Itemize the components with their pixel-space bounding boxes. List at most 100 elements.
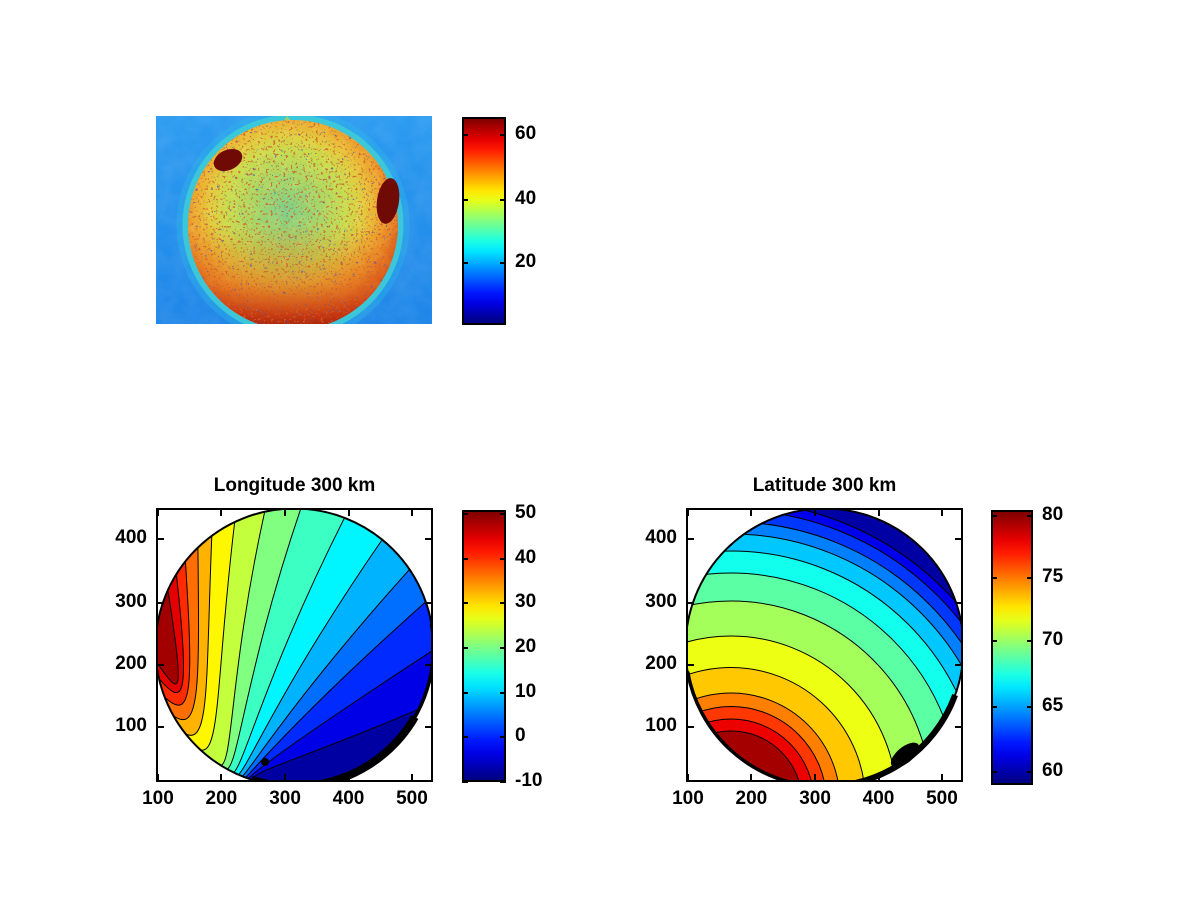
y-tick xyxy=(156,664,164,667)
longitude-colorbar-tick-label: 10 xyxy=(515,680,537,702)
colorbar-tick xyxy=(1027,576,1033,579)
y-tick-label: 300 xyxy=(115,591,147,613)
colorbar-tick xyxy=(500,262,506,265)
x-tick-label: 400 xyxy=(332,788,365,809)
image-colorbar: 60 40 20 xyxy=(462,117,536,325)
y-tick xyxy=(425,664,433,667)
longitude-colorbar-gradient xyxy=(462,510,506,782)
image-colorbar-gradient xyxy=(462,117,506,325)
colorbar-tick xyxy=(462,133,468,136)
x-tick-label: 100 xyxy=(142,788,174,809)
x-tick-label: 400 xyxy=(862,788,895,809)
y-tick xyxy=(425,537,433,540)
x-tick xyxy=(156,508,159,516)
latitude-colorbar-tick-label: 60 xyxy=(1042,759,1064,781)
colorbar-tick xyxy=(462,691,468,694)
x-tick xyxy=(750,508,753,516)
latitude-colorbar-tick-label: 75 xyxy=(1042,565,1064,587)
y-tick-label: 200 xyxy=(645,653,677,675)
y-tick-label: 400 xyxy=(115,526,147,548)
x-tick xyxy=(347,774,350,782)
colorbar-tick xyxy=(1027,770,1033,773)
x-tick xyxy=(814,508,817,516)
colorbar-tick xyxy=(462,557,468,560)
latitude-colorbar: 80 75 70 65 60 xyxy=(991,504,1063,785)
y-tick xyxy=(156,602,164,605)
y-tick xyxy=(955,726,963,729)
x-tick xyxy=(284,774,287,782)
latitude-colorbar-gradient xyxy=(991,510,1033,785)
colorbar-tick xyxy=(462,781,468,783)
x-tick xyxy=(347,508,350,516)
latitude-axes xyxy=(686,508,963,782)
longitude-colorbar-tick-label: -10 xyxy=(515,770,543,791)
y-tick-label: 200 xyxy=(115,653,147,675)
y-tick xyxy=(425,726,433,729)
colorbar-tick xyxy=(991,514,997,517)
x-tick-label: 500 xyxy=(396,788,428,809)
colorbar-tick xyxy=(991,639,997,642)
colorbar-tick xyxy=(500,513,506,516)
latitude-colorbar-tick-label: 70 xyxy=(1042,628,1064,650)
y-tick-label: 100 xyxy=(115,715,147,737)
x-tick-label: 200 xyxy=(205,788,238,809)
longitude-colorbar: 50 40 30 20 10 0 -10 xyxy=(462,502,542,791)
y-tick xyxy=(955,664,963,667)
colorbar-tick xyxy=(500,133,506,136)
x-tick xyxy=(686,508,689,516)
y-tick-label: 400 xyxy=(645,526,677,548)
y-tick xyxy=(425,602,433,605)
x-tick xyxy=(877,508,880,516)
longitude-plot-title: Longitude 300 km xyxy=(213,475,376,496)
x-tick-label: 500 xyxy=(926,788,958,809)
colorbar-tick xyxy=(991,770,997,773)
x-tick xyxy=(877,774,880,782)
colorbar-tick xyxy=(500,646,506,649)
colorbar-tick xyxy=(500,781,506,783)
x-tick xyxy=(686,774,689,782)
colorbar-tick xyxy=(1027,514,1033,517)
disk-texture xyxy=(188,120,398,330)
x-tick xyxy=(284,508,287,516)
x-tick-label: 300 xyxy=(799,788,831,809)
colorbar-tick xyxy=(500,602,506,605)
y-tick xyxy=(686,602,694,605)
latitude-colorbar-tick-label: 65 xyxy=(1042,695,1064,717)
y-tick xyxy=(955,602,963,605)
colorbar-tick xyxy=(462,646,468,649)
longitude-colorbar-tick-label: 30 xyxy=(515,591,537,613)
y-tick xyxy=(686,537,694,540)
longitude-colorbar-tick-label: 50 xyxy=(515,502,537,524)
x-tick xyxy=(750,774,753,782)
x-tick-label: 200 xyxy=(735,788,768,809)
y-tick xyxy=(156,726,164,729)
colorbar-tick xyxy=(1027,639,1033,642)
x-tick-label: 100 xyxy=(672,788,704,809)
colorbar-tick xyxy=(500,691,506,694)
longitude-colorbar-tick-label: 0 xyxy=(515,725,526,747)
y-tick-label: 300 xyxy=(645,591,677,613)
x-tick xyxy=(220,774,223,782)
colorbar-tick xyxy=(462,198,468,201)
colorbar-tick xyxy=(1027,706,1033,709)
dark-red-blob-right xyxy=(376,178,400,224)
longitude-colorbar-tick-label: 40 xyxy=(515,546,537,568)
longitude-axes xyxy=(156,508,433,782)
x-tick xyxy=(814,774,817,782)
disk-image xyxy=(156,108,432,342)
y-tick xyxy=(686,664,694,667)
image-colorbar-tick-label: 20 xyxy=(515,251,537,273)
y-tick xyxy=(955,537,963,540)
x-tick xyxy=(940,774,943,782)
image-colorbar-tick-label: 60 xyxy=(515,122,537,144)
x-tick xyxy=(410,774,413,782)
x-tick xyxy=(410,508,413,516)
image-colorbar-tick-label: 40 xyxy=(515,187,537,209)
x-tick-label: 300 xyxy=(269,788,301,809)
disk-image-panel xyxy=(156,108,432,342)
latitude-plot-title: Latitude 300 km xyxy=(752,475,897,496)
colorbar-tick xyxy=(500,198,506,201)
longitude-contour-plot xyxy=(156,508,433,782)
colorbar-tick xyxy=(991,706,997,709)
longitude-colorbar-tick-label: 20 xyxy=(515,635,537,657)
